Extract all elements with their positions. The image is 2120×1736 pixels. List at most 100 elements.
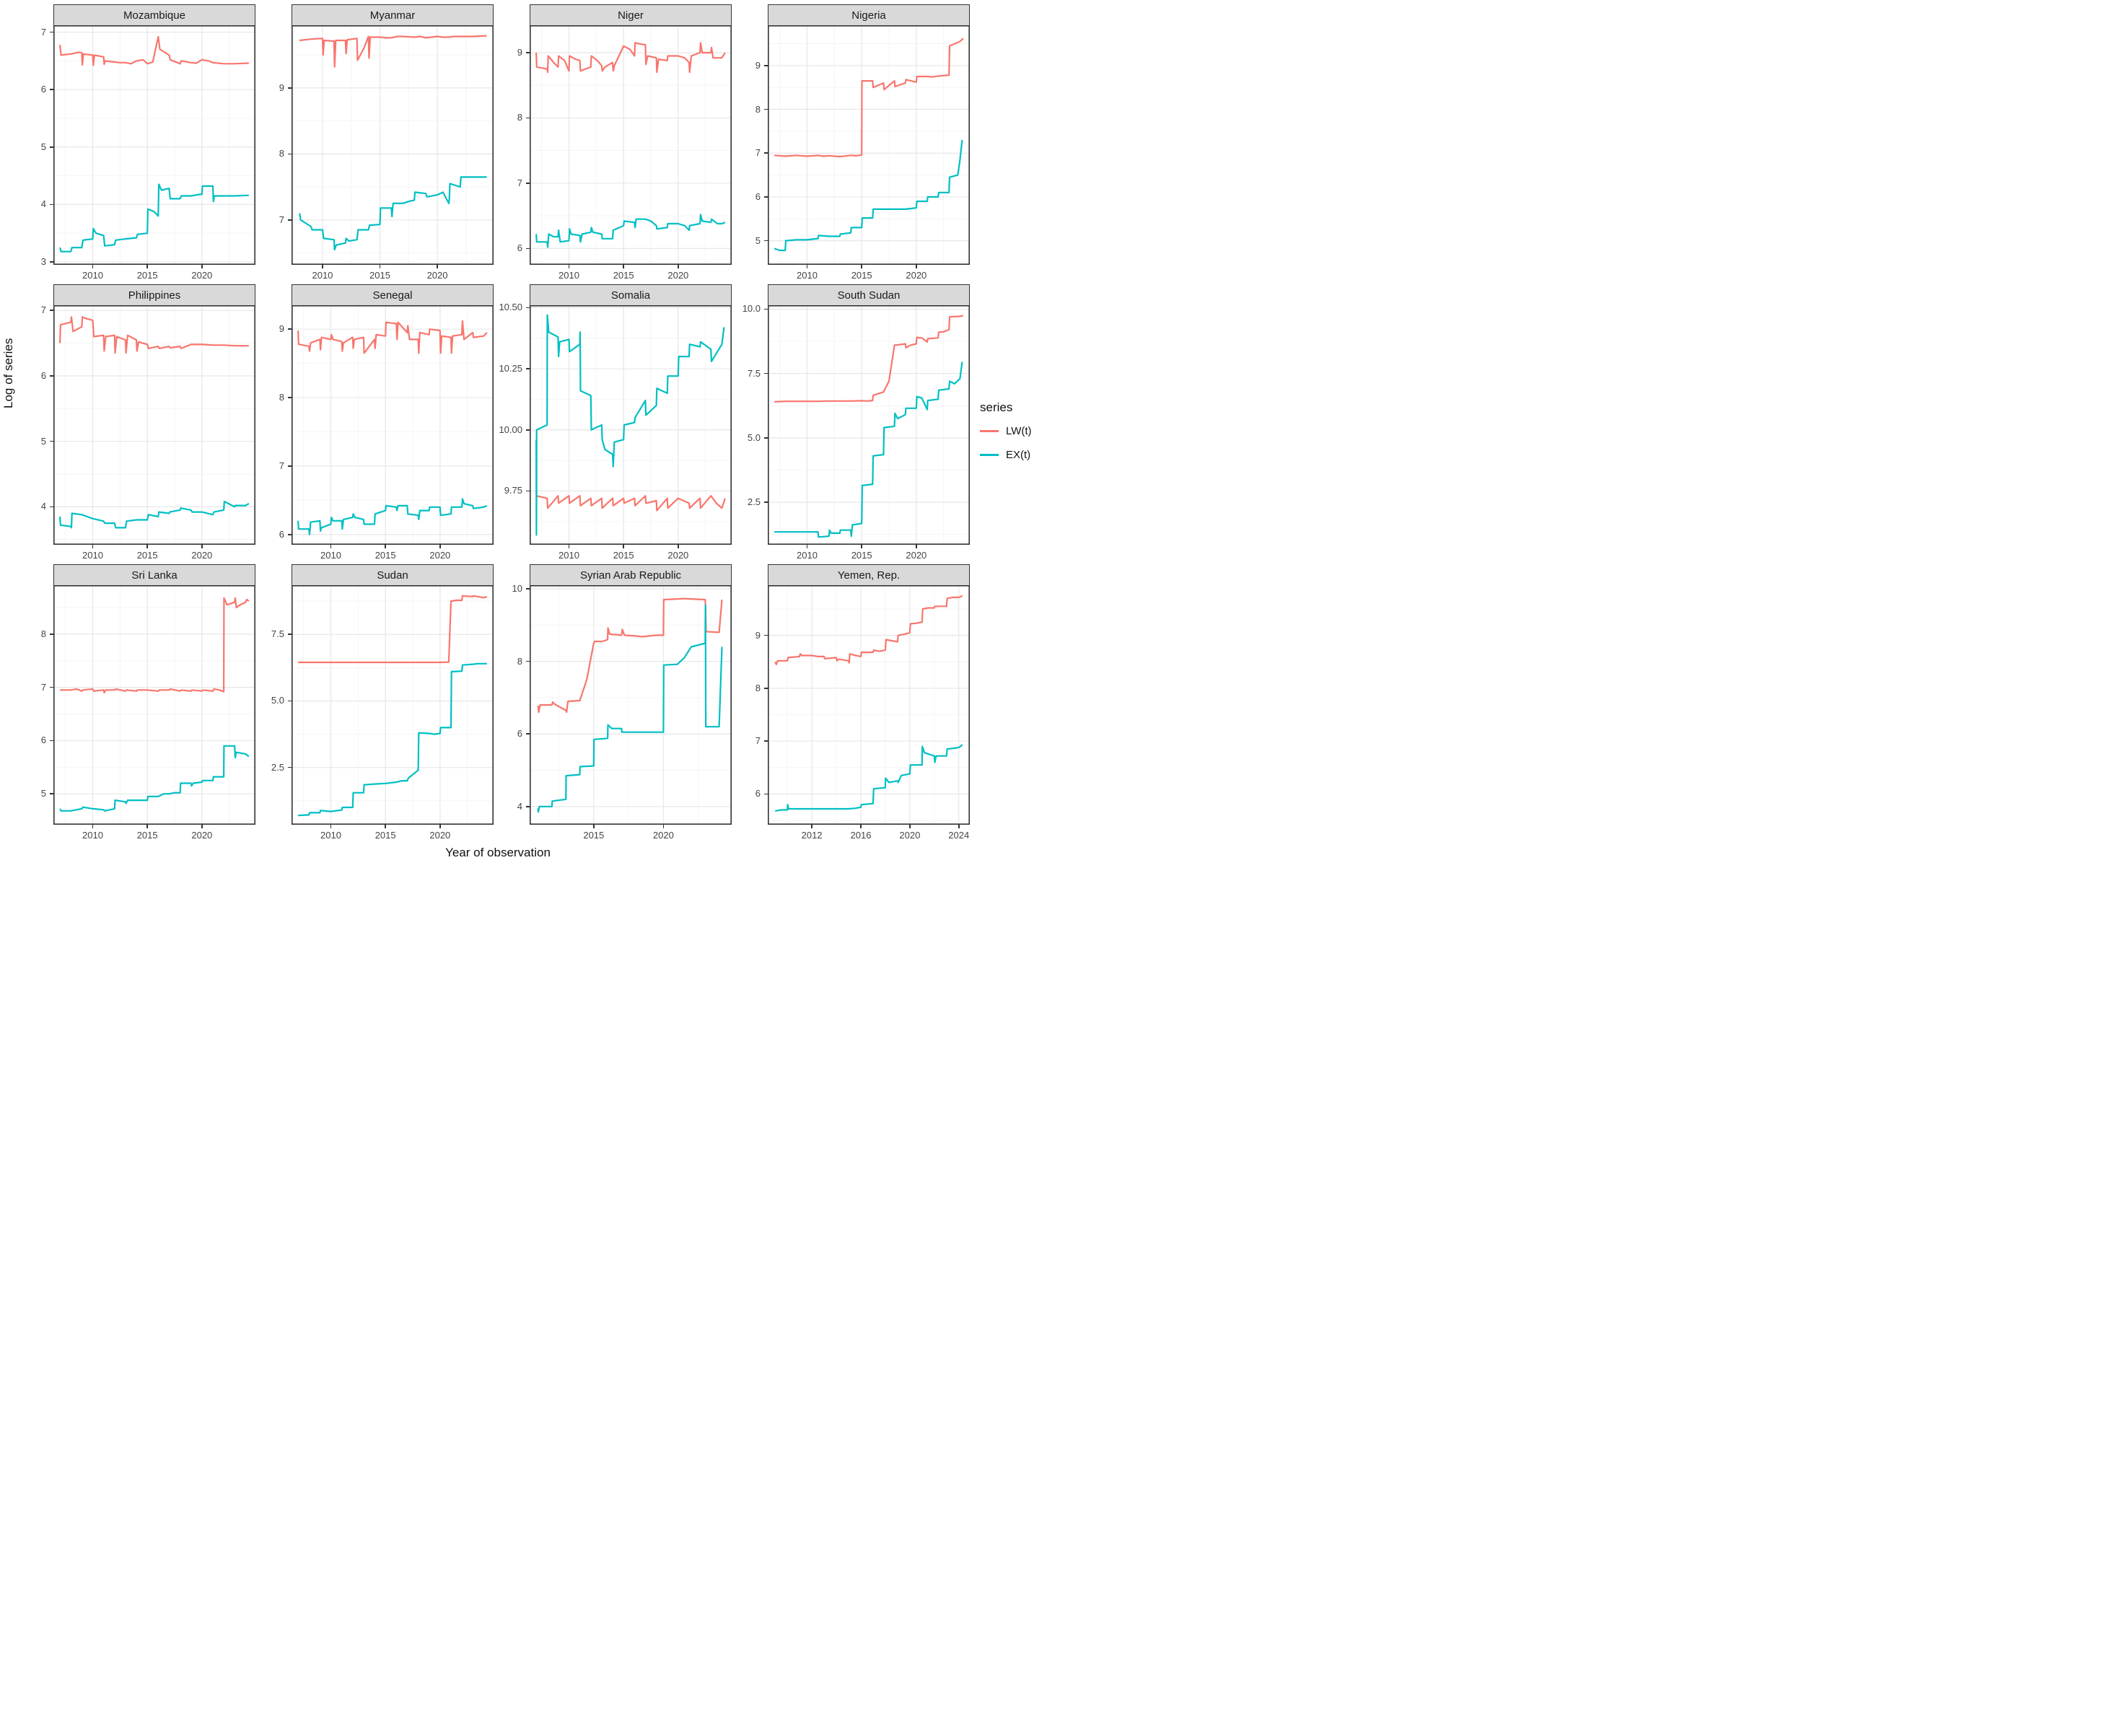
facet-title: Yemen, Rep. — [837, 569, 901, 582]
x-tick-mark — [861, 265, 862, 268]
y-tick-mark — [526, 588, 530, 589]
x-tick-mark — [92, 545, 94, 548]
ex-series-line — [59, 745, 250, 812]
lw-series-line — [535, 495, 726, 512]
y-tick-mark — [50, 634, 53, 635]
x-tick-label: 2020 — [429, 830, 451, 841]
facet-plot — [292, 25, 494, 265]
panel-border — [530, 305, 732, 545]
y-tick-label: 8 — [755, 682, 761, 693]
lw-series-line — [537, 597, 723, 714]
y-tick-label: 9 — [755, 59, 761, 71]
facet-plot — [768, 585, 970, 825]
x-tick-label: 2010 — [82, 830, 103, 841]
facet-plot — [53, 585, 255, 825]
x-tick-label: 2020 — [426, 270, 448, 281]
facet-plot — [768, 305, 970, 545]
y-tick-label: 10 — [512, 583, 522, 595]
facet-panel-somalia: Somalia 9.75 10.00 10.25 10.50 2010 2015 2020 — [498, 284, 736, 564]
lw-series-line — [774, 38, 964, 158]
y-tick-mark — [764, 740, 768, 742]
x-tick-label: 2010 — [797, 550, 818, 561]
x-tick-mark — [385, 825, 386, 828]
y-tick-mark — [764, 688, 768, 689]
lw-line-swatch — [980, 430, 999, 432]
x-tick-mark — [437, 265, 438, 268]
y-tick-mark — [288, 328, 292, 330]
lw-series-line — [298, 595, 488, 664]
panel-border — [530, 25, 732, 265]
y-tick-label: 6 — [755, 190, 761, 202]
x-tick-label: 2015 — [583, 830, 605, 841]
y-tick-label: 10.00 — [499, 424, 522, 435]
x-tick-mark — [379, 265, 381, 268]
x-tick-mark — [92, 825, 94, 828]
x-tick-mark — [678, 265, 679, 268]
y-tick-label: 4 — [40, 501, 46, 512]
y-tick-label: 6 — [279, 528, 284, 540]
panel-border — [530, 585, 732, 825]
y-tick-label: 5.0 — [271, 695, 284, 706]
facet-plot — [530, 585, 732, 825]
y-tick-mark — [50, 440, 53, 442]
y-tick-label: 2.5 — [747, 496, 761, 508]
facet-title: Mozambique — [123, 9, 185, 22]
facet-strip: Niger — [530, 4, 732, 26]
facet-plot — [292, 585, 494, 825]
y-tick-label: 9 — [279, 323, 284, 335]
y-tick-label: 9 — [279, 82, 284, 93]
facet-strip: Philippines — [53, 284, 255, 306]
x-tick-label: 2015 — [613, 270, 634, 281]
y-tick-label: 6 — [517, 242, 522, 254]
x-tick-label: 2010 — [797, 270, 818, 281]
facet-strip: Mozambique — [53, 4, 255, 26]
x-tick-mark — [909, 825, 911, 828]
y-tick-label: 7 — [40, 26, 46, 38]
legend-label-lw: LW(t) — [1006, 425, 1032, 437]
x-tick-label: 2010 — [82, 550, 103, 561]
lw-series-line — [774, 315, 964, 403]
panel-border — [292, 585, 494, 825]
x-tick-mark — [958, 825, 960, 828]
legend-item-ex: EX(t) — [980, 449, 1058, 461]
facet-plot — [768, 25, 970, 265]
y-tick-label: 5 — [40, 141, 46, 152]
x-tick-mark — [678, 545, 679, 548]
facet-panel-nigeria: Nigeria 5 6 7 8 9 2010 2015 2020 — [736, 4, 974, 284]
y-tick-mark — [50, 686, 53, 688]
y-tick-label: 10.0 — [742, 303, 761, 315]
x-tick-label: 2020 — [191, 830, 213, 841]
y-tick-mark — [288, 533, 292, 535]
y-tick-mark — [288, 465, 292, 467]
y-tick-label: 4 — [40, 198, 46, 210]
y-tick-mark — [764, 501, 768, 503]
x-tick-mark — [201, 265, 203, 268]
x-tick-label: 2020 — [191, 270, 213, 281]
ex-series-line — [298, 662, 487, 817]
y-tick-mark — [526, 307, 530, 309]
y-tick-mark — [764, 108, 768, 110]
y-tick-label: 6 — [40, 735, 46, 746]
facet-title: South Sudan — [837, 289, 901, 302]
y-tick-mark — [526, 806, 530, 807]
panel-border — [768, 305, 970, 545]
facet-strip: South Sudan — [768, 284, 970, 306]
y-tick-label: 7 — [279, 214, 284, 225]
facet-title: Senegal — [372, 289, 413, 302]
y-tick-mark — [764, 437, 768, 439]
x-tick-label: 2010 — [312, 270, 333, 281]
y-tick-mark — [288, 634, 292, 636]
y-tick-label: 7.5 — [271, 628, 284, 640]
y-tick-label: 7.5 — [747, 367, 761, 379]
ex-series-line — [775, 744, 963, 812]
y-tick-label: 8 — [517, 655, 522, 667]
x-tick-label: 2015 — [374, 830, 396, 841]
y-tick-label: 7 — [40, 681, 46, 693]
x-tick-label: 2020 — [899, 830, 921, 841]
facet-panel-south-sudan: South Sudan 2.5 5.0 7.5 10.0 2010 2015 2020 — [736, 284, 974, 564]
x-tick-mark — [861, 545, 862, 548]
ex-series-line — [59, 501, 250, 529]
y-tick-mark — [526, 733, 530, 735]
y-tick-label: 6 — [755, 788, 761, 799]
facet-panel-mozambique: Mozambique 3 4 5 6 7 2010 2015 2020 — [22, 4, 260, 284]
